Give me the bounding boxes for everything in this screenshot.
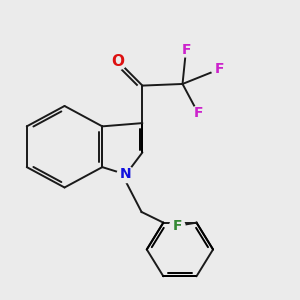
Circle shape	[117, 166, 135, 183]
Text: F: F	[172, 219, 182, 233]
Text: F: F	[181, 43, 191, 57]
Text: F: F	[214, 62, 224, 76]
Text: F: F	[194, 106, 203, 120]
Text: O: O	[112, 54, 124, 69]
Circle shape	[178, 43, 194, 57]
Circle shape	[190, 106, 206, 121]
Circle shape	[109, 53, 127, 70]
Text: N: N	[120, 167, 132, 182]
Circle shape	[212, 62, 227, 76]
Circle shape	[169, 219, 185, 233]
